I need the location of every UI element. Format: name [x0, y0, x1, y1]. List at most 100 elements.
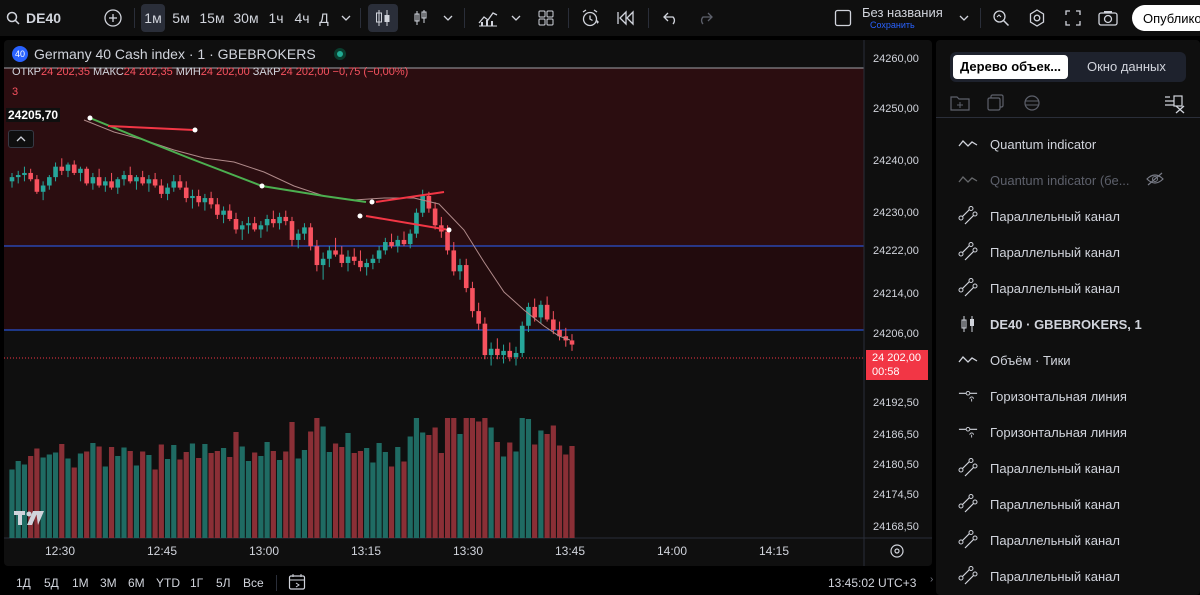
parallel-channel-line-red-3[interactable]: [375, 191, 445, 203]
grid-layout-icon: [538, 10, 554, 26]
chart-title[interactable]: Germany 40 Cash index · 1 · GBEBROKERS: [34, 46, 316, 62]
channel-handle[interactable]: [446, 227, 452, 233]
channel-handle[interactable]: [369, 199, 375, 205]
settings-button[interactable]: [1024, 4, 1050, 32]
object-tree-item[interactable]: Quantum indicator: [936, 126, 1200, 162]
symbol-search[interactable]: DE40: [6, 4, 76, 32]
range-3m[interactable]: 3М: [100, 576, 117, 590]
range-ytd[interactable]: YTD: [156, 576, 180, 590]
indicators-dropdown[interactable]: [508, 4, 524, 32]
layers-icon[interactable]: [1022, 94, 1042, 112]
price-chart[interactable]: 24260,00 24250,00 24240,00 24230,00 24222,00…: [4, 40, 932, 566]
channel-handle[interactable]: [87, 115, 93, 121]
object-tree-item[interactable]: Параллельный канал: [936, 198, 1200, 234]
timeframe-dropdown[interactable]: [338, 4, 354, 32]
toolbar-divider: [464, 8, 465, 28]
eye-hidden-icon[interactable]: [1146, 172, 1164, 189]
panel-toggle-icon[interactable]: ›: [930, 574, 934, 585]
undo-button[interactable]: [658, 4, 684, 32]
layout-grid-button[interactable]: [532, 4, 560, 32]
multi-chart-checkbox[interactable]: [832, 4, 854, 32]
range-5y[interactable]: 5Л: [216, 576, 231, 590]
object-tree-item[interactable]: Параллельный канал: [936, 450, 1200, 486]
range-1d[interactable]: 1Д: [16, 576, 31, 590]
time-tick-label: 14:15: [759, 544, 789, 558]
volume-bar: [370, 462, 376, 538]
object-tree-item[interactable]: Quantum indicator (бе...: [936, 162, 1200, 198]
range-1m[interactable]: 1М: [72, 576, 89, 590]
timeframe-15m[interactable]: 15м: [199, 10, 225, 26]
candle: [302, 223, 307, 240]
candle: [383, 237, 388, 255]
collapse-legend-button[interactable]: [8, 130, 34, 148]
panel-tabs: Дерево объек... Окно данных: [950, 52, 1186, 82]
timeframe-day[interactable]: Д: [319, 10, 329, 26]
chart-panel[interactable]: 24260,00 24250,00 24240,00 24230,00 24222,00…: [4, 40, 932, 566]
timeframe-30m[interactable]: 30м: [233, 10, 259, 26]
publish-button[interactable]: Опублико: [1132, 5, 1200, 31]
parallel-channel-line-red[interactable]: [107, 125, 195, 131]
chart-legend[interactable]: 40 Germany 40 Cash index · 1 · GBEBROKER…: [12, 46, 346, 62]
candle: [389, 233, 394, 249]
channel-handle[interactable]: [357, 213, 363, 219]
object-tree-item[interactable]: DE40 · GBEBROKERS, 1: [936, 306, 1200, 342]
timeframe-5m[interactable]: 5м: [172, 10, 190, 26]
range-6m[interactable]: 6М: [128, 576, 145, 590]
goto-date-button[interactable]: [288, 573, 306, 594]
object-tree-item[interactable]: Параллельный канал: [936, 522, 1200, 558]
parallel-channel-line-red-2[interactable]: [365, 215, 450, 231]
price-axis[interactable]: 24260,00 24250,00 24240,00 24230,00 24222,00…: [873, 53, 919, 533]
volume-bar: [90, 443, 96, 538]
clone-icon[interactable]: [986, 94, 1006, 112]
object-tree-item[interactable]: Объём · Тики: [936, 342, 1200, 378]
alert-button[interactable]: [576, 4, 604, 32]
compare-button[interactable]: [100, 4, 126, 32]
volume-bar: [34, 448, 40, 538]
object-tree-item[interactable]: Горизонтальная линия: [936, 378, 1200, 414]
channel-handle[interactable]: [192, 127, 198, 133]
range-all[interactable]: Все: [243, 576, 264, 590]
replay-button[interactable]: [612, 4, 640, 32]
object-tree-item[interactable]: Параллельный канал: [936, 234, 1200, 270]
fullscreen-button[interactable]: [1060, 4, 1086, 32]
quick-search-button[interactable]: [988, 4, 1014, 32]
candle: [320, 252, 326, 280]
object-tree-item[interactable]: Горизонтальная линия: [936, 414, 1200, 450]
redo-button[interactable]: [692, 4, 718, 32]
volume-layer: [9, 418, 575, 538]
chart-type-dropdown[interactable]: [440, 4, 456, 32]
time-zone-clock[interactable]: 13:45:02 UTC+3: [828, 576, 917, 590]
timeframe-1m[interactable]: 1м: [141, 4, 165, 32]
timeframe-4h[interactable]: 4ч: [294, 10, 310, 26]
parallel-channel-line-green[interactable]: [89, 117, 367, 203]
object-tree-item[interactable]: Параллельный канал: [936, 558, 1200, 594]
tab-object-tree[interactable]: Дерево объек...: [953, 55, 1069, 79]
bar-style-button[interactable]: [408, 4, 434, 32]
candle: [345, 250, 351, 272]
tab-data-window[interactable]: Окно данных: [1087, 59, 1166, 74]
range-1y[interactable]: 1Г: [190, 576, 204, 590]
layout-name-menu[interactable]: Без названия Сохранить: [862, 4, 954, 32]
chart-type-candles-button[interactable]: [368, 4, 398, 32]
volume-bar: [407, 436, 413, 538]
object-tree-item[interactable]: Параллельный канал: [936, 486, 1200, 522]
indicator-wave-icon: [958, 134, 978, 154]
remove-drawings-icon[interactable]: [1164, 94, 1186, 114]
candle: [513, 346, 519, 366]
candle: [59, 158, 65, 176]
object-tree-item[interactable]: Параллельный канал: [936, 270, 1200, 306]
range-5d[interactable]: 5Д: [44, 576, 59, 590]
time-axis[interactable]: 12:30 12:45 13:00 13:15 13:30 13:45 14:00 14:15: [45, 544, 789, 558]
volume-bar: [295, 458, 301, 538]
snapshot-button[interactable]: [1094, 4, 1122, 32]
timeframe-1h[interactable]: 1ч: [268, 10, 284, 26]
candle: [289, 216, 295, 247]
volume-bar: [413, 418, 420, 538]
candle: [271, 210, 276, 228]
layout-dropdown[interactable]: [956, 4, 972, 32]
new-folder-icon[interactable]: [950, 94, 970, 112]
tradingview-logo[interactable]: [14, 510, 44, 530]
indicators-button[interactable]: [474, 4, 502, 32]
axis-settings-icon[interactable]: [890, 544, 904, 558]
channel-handle[interactable]: [259, 183, 265, 189]
